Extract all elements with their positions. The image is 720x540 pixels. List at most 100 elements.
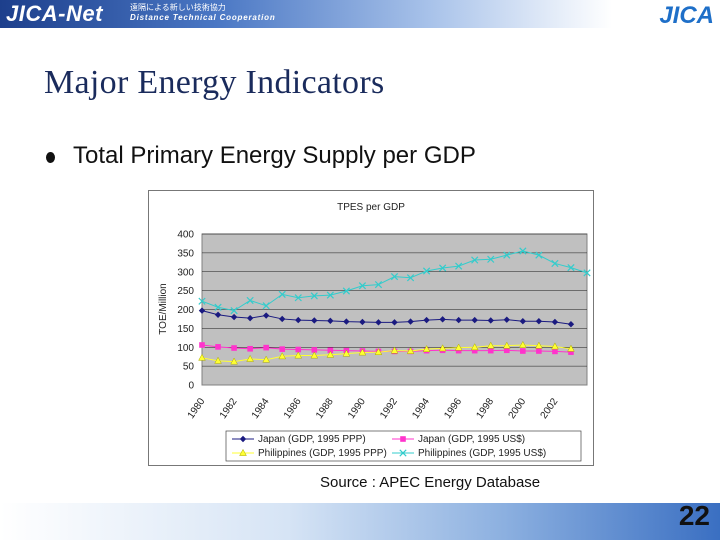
data-point xyxy=(471,347,478,354)
data-point-stroke xyxy=(487,255,495,263)
data-point xyxy=(535,318,543,325)
x-tick-label: 1982 xyxy=(218,396,240,421)
data-point-stroke xyxy=(535,251,543,259)
data-point-stroke xyxy=(230,307,238,315)
data-point-stroke xyxy=(342,287,350,295)
data-point xyxy=(278,352,287,360)
data-point xyxy=(279,346,286,352)
bullet-text: Total Primary Energy Supply per GDP xyxy=(73,142,476,169)
logo-subtitle-en: Distance Technical Cooperation xyxy=(130,13,276,22)
legend-label: Philippines (GDP, 1995 US$) xyxy=(418,448,546,459)
data-point xyxy=(230,313,238,321)
y-tick-label: 100 xyxy=(177,343,194,354)
data-point xyxy=(358,348,367,356)
data-point xyxy=(519,340,527,348)
data-point xyxy=(278,290,286,299)
data-point xyxy=(246,296,254,305)
data-point xyxy=(391,319,398,326)
legend-box xyxy=(225,430,582,462)
tpes-chart: TPES per GDP TOE/Million 0 50 100 150 200 250… xyxy=(158,202,591,462)
data-point xyxy=(375,319,382,326)
data-point xyxy=(239,435,247,443)
data-point xyxy=(230,307,238,315)
data-point xyxy=(231,345,237,351)
data-point xyxy=(519,247,527,255)
data-point xyxy=(374,348,383,356)
data-point-stroke xyxy=(471,256,479,264)
data-point xyxy=(343,318,350,325)
data-point xyxy=(214,303,222,311)
data-point xyxy=(567,344,575,352)
data-point xyxy=(567,263,575,272)
chart-frame: TPES per GDP TOE/Million 0 50 100 150 200 250… xyxy=(148,190,594,466)
data-point xyxy=(422,345,431,352)
data-point xyxy=(390,273,399,281)
x-tick-label: 1988 xyxy=(314,396,336,421)
data-point xyxy=(327,317,334,325)
data-point xyxy=(214,311,222,318)
data-point xyxy=(422,267,431,275)
data-point xyxy=(326,350,335,358)
data-point xyxy=(486,341,495,349)
data-point xyxy=(390,346,399,354)
data-point xyxy=(359,318,366,326)
data-point xyxy=(520,348,526,354)
x-tick-label: 1998 xyxy=(474,396,496,421)
page-number: 22 xyxy=(678,500,710,531)
data-point xyxy=(198,353,206,361)
legend-label: Japan (GDP, 1995 PPP) xyxy=(258,434,366,445)
jica-net-logo: JICA-Net xyxy=(6,1,103,26)
x-tick-label: 1992 xyxy=(378,396,400,421)
data-point xyxy=(199,342,205,348)
legend-label: Japan (GDP, 1995 US$) xyxy=(418,434,525,445)
data-point xyxy=(310,292,318,300)
data-point xyxy=(455,262,463,270)
data-point xyxy=(552,348,558,355)
y-tick-label: 250 xyxy=(177,286,194,297)
data-point xyxy=(406,346,415,354)
data-point xyxy=(399,449,407,457)
data-point xyxy=(239,448,247,456)
x-tick-label: 1994 xyxy=(410,396,432,421)
data-point xyxy=(263,344,269,351)
data-point xyxy=(262,312,270,319)
data-point xyxy=(246,354,254,362)
data-point-stroke xyxy=(214,303,222,311)
data-point xyxy=(310,351,319,359)
data-point xyxy=(455,347,462,354)
data-point xyxy=(295,316,302,324)
bullet-dot-icon xyxy=(46,152,55,163)
data-point xyxy=(262,302,270,310)
data-point xyxy=(551,342,559,350)
data-point xyxy=(503,347,510,354)
x-tick-label: 2002 xyxy=(539,396,561,421)
data-point xyxy=(400,436,406,442)
source-note: Source : APEC Energy Database xyxy=(320,474,541,491)
page-title: Major Energy Indicators xyxy=(44,64,385,101)
data-point xyxy=(487,317,494,324)
data-point xyxy=(536,348,542,354)
data-point xyxy=(294,294,302,302)
plot-area: 0 50 100 150 200 250 300 350 400 1980 1982 1984 1986… xyxy=(177,230,591,421)
data-point xyxy=(568,349,574,355)
data-point xyxy=(326,291,334,299)
data-point-stroke xyxy=(422,267,431,275)
data-point xyxy=(198,307,206,314)
y-tick-label: 300 xyxy=(177,267,194,278)
x-tick-label: 1984 xyxy=(250,396,272,421)
data-point xyxy=(214,356,222,364)
data-point-stroke xyxy=(439,264,447,272)
data-point xyxy=(471,256,479,264)
data-point xyxy=(406,274,415,282)
data-point xyxy=(247,345,253,352)
data-point xyxy=(583,269,591,277)
y-tick-label: 150 xyxy=(177,324,194,335)
x-tick-label: 1980 xyxy=(186,396,208,421)
data-point xyxy=(230,357,238,365)
data-point xyxy=(294,351,303,359)
logo-subtitle-jp: 遠隔による新しい技術協力 xyxy=(130,3,226,12)
data-point xyxy=(407,318,414,325)
data-point-stroke xyxy=(294,294,302,302)
data-point xyxy=(423,316,430,324)
x-tick-label: 1986 xyxy=(282,396,304,421)
